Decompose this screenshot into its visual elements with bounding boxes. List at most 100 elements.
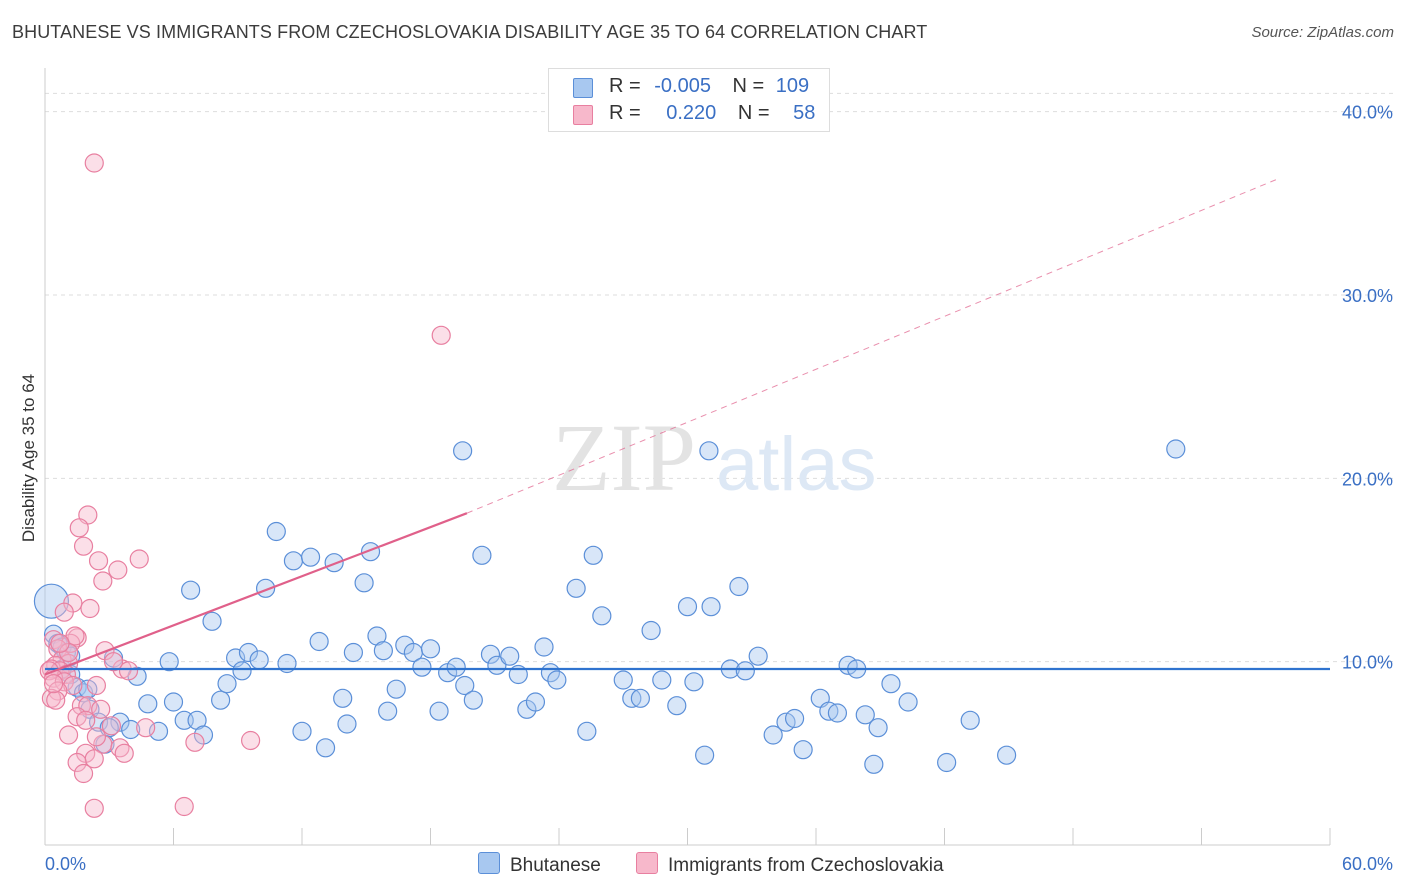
bhutanese-point xyxy=(729,576,749,597)
bhutanese-point xyxy=(735,661,755,681)
bhutanese-point xyxy=(641,620,661,641)
x-tick-label: 60.0% xyxy=(1342,854,1393,874)
bhutanese-point xyxy=(855,705,875,725)
bhutanese-point xyxy=(446,657,466,677)
czech-point xyxy=(84,798,104,818)
bhutanese-point xyxy=(343,642,363,663)
bhutanese-point xyxy=(684,672,704,692)
czech-point xyxy=(54,602,74,622)
czech-point xyxy=(80,598,100,619)
czech-point xyxy=(76,710,96,730)
czech-point xyxy=(93,571,113,591)
czech-point xyxy=(174,796,194,817)
czech-point xyxy=(108,560,128,580)
bhutanese-point xyxy=(337,714,357,734)
bhutanese-point xyxy=(480,644,501,664)
bhutanese-point xyxy=(695,745,715,765)
bhutanese-point xyxy=(373,641,393,661)
bhutanese-point xyxy=(583,545,603,565)
bhutanese-point xyxy=(455,675,475,696)
bhutanese-point xyxy=(232,661,252,681)
bhutanese-point xyxy=(937,752,957,773)
bhutanese-point xyxy=(677,597,698,617)
bhutanese-point xyxy=(300,547,321,567)
bhutanese-point xyxy=(898,692,918,712)
bottom-swatch-pink xyxy=(636,852,658,874)
bhutanese-point xyxy=(429,701,449,721)
bottom-swatch-blue xyxy=(478,852,500,874)
legend-swatch-pink xyxy=(573,105,593,125)
y-tick-label: 40.0% xyxy=(1342,103,1393,123)
bhutanese-point xyxy=(315,738,336,758)
trend-lines xyxy=(44,179,1330,676)
bhutanese-point xyxy=(500,646,520,666)
x-tick-label: 0.0% xyxy=(45,854,86,874)
bhutanese-point xyxy=(652,670,672,690)
bottom-legend-label-pink: Immigrants from Czechoslovakia xyxy=(668,855,944,876)
czech-point xyxy=(63,675,83,696)
bhutanese-point xyxy=(881,674,901,694)
axes xyxy=(44,68,1331,846)
bhutanese-point xyxy=(159,652,179,672)
czech-point xyxy=(67,752,87,773)
legend-r-value: 0.220 xyxy=(666,102,717,124)
legend-n-value: 109 xyxy=(775,75,810,97)
bhutanese-point xyxy=(577,721,597,741)
bhutanese-point xyxy=(266,521,286,542)
bhutanese-point xyxy=(784,708,805,729)
bhutanese-point xyxy=(613,670,633,690)
bhutanese-point xyxy=(378,701,398,721)
czech-point xyxy=(91,699,111,719)
czech-point xyxy=(136,718,156,738)
y-axis-label: Disability Age 35 to 64 xyxy=(19,374,38,542)
bhutanese-point xyxy=(453,441,473,461)
czech-point xyxy=(86,675,107,696)
czech-point xyxy=(71,696,92,716)
legend-swatch-blue xyxy=(573,78,593,98)
bhutanese-point xyxy=(412,657,432,677)
bhutanese-point xyxy=(463,690,483,710)
bhutanese-point xyxy=(217,674,237,694)
legend-r-value: -0.005 xyxy=(654,75,711,97)
czech-point xyxy=(69,518,89,538)
watermark-atlas: atlas xyxy=(716,422,877,507)
bhutanese-point xyxy=(386,679,406,699)
czech-point xyxy=(73,763,94,784)
bhutanese-point xyxy=(202,611,222,631)
czech-point xyxy=(88,551,109,571)
legend-n-label: N = xyxy=(737,102,770,124)
czech-point xyxy=(86,727,107,747)
bhutanese-point xyxy=(592,606,612,626)
watermark: ZIP atlas xyxy=(552,404,877,511)
watermark-zip: ZIP xyxy=(552,404,696,511)
bhutanese-point xyxy=(283,551,304,571)
bhutanese-point xyxy=(701,597,721,617)
bottom-legend-bhutanese: Bhutanese xyxy=(478,852,601,877)
y-tick-label: 20.0% xyxy=(1342,469,1393,489)
bhutanese-point xyxy=(138,694,158,714)
bottom-legend-label-blue: Bhutanese xyxy=(510,855,601,876)
bhutanese-point xyxy=(472,545,492,565)
bhutanese-point xyxy=(868,718,888,738)
bhutanese-point xyxy=(309,631,329,652)
bhutanese-point xyxy=(33,583,70,619)
legend-r-label: R = xyxy=(609,102,641,124)
bhutanese-point xyxy=(1166,439,1186,459)
bhutanese-point xyxy=(699,441,719,461)
bhutanese-point xyxy=(238,642,259,663)
czech-point xyxy=(185,732,205,752)
czech-point xyxy=(103,652,124,672)
bhutanese-point xyxy=(630,688,650,708)
chart-title: BHUTANESE VS IMMIGRANTS FROM CZECHOSLOVA… xyxy=(12,22,928,42)
bhutanese-point xyxy=(148,721,169,741)
stats-legend: R = -0.005 N = 109 R = 0.220 N = 58 xyxy=(548,68,830,132)
czech-trend-line xyxy=(44,512,468,676)
legend-r-label: R = xyxy=(609,75,641,97)
czech-point xyxy=(43,674,64,694)
czech-point xyxy=(129,549,149,569)
legend-n-label: N = xyxy=(732,75,765,97)
czech-point xyxy=(241,730,261,751)
bhutanese-point xyxy=(249,650,269,670)
bhutanese-point xyxy=(525,692,546,712)
czech-point xyxy=(114,743,134,763)
